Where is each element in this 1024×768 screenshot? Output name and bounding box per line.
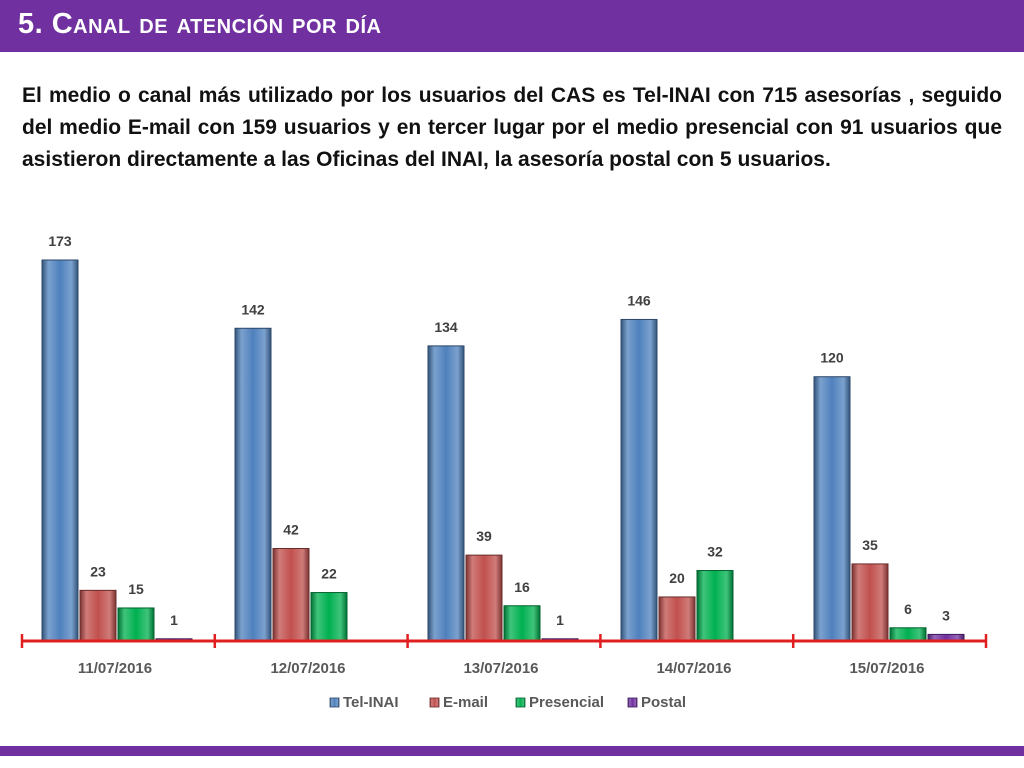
- legend-swatch-presencial: [515, 697, 526, 708]
- data-label-postal-15-07-2016: 3: [942, 607, 950, 623]
- bar-e-mail-12-07-2016: [272, 548, 310, 642]
- bar-tel-inai-14-07-2016: [620, 318, 658, 642]
- bar-tel-inai-15-07-2016: [813, 376, 851, 642]
- data-label-presencial-15-07-2016: 6: [904, 601, 912, 617]
- data-label-e-mail-11-07-2016: 23: [90, 563, 106, 579]
- x-tick-label: 12/07/2016: [270, 660, 345, 677]
- footer-bar: [0, 746, 1024, 756]
- bar-chart: 173 23 15 1 142 42 22 134 39 16 1 146 20 32 120 35 6 3 11/…: [20, 233, 988, 711]
- x-tick-label: 14/07/2016: [656, 660, 731, 677]
- data-label-e-mail-13-07-2016: 39: [476, 528, 492, 544]
- bar-tel-inai-12-07-2016: [234, 327, 272, 642]
- data-label-e-mail-15-07-2016: 35: [862, 537, 878, 553]
- title-bar: 5. Canal de atención por día: [0, 0, 1024, 52]
- bar-presencial-11-07-2016: [117, 607, 155, 642]
- summary-paragraph: El medio o canal más utilizado por los u…: [22, 84, 1002, 171]
- legend-label-e-mail: E-mail: [443, 694, 488, 711]
- bar-presencial-12-07-2016: [310, 592, 348, 642]
- legend-label-presencial: Presencial: [529, 694, 604, 711]
- data-label-tel-inai-13-07-2016: 134: [434, 319, 458, 335]
- data-label-e-mail-14-07-2016: 20: [669, 570, 685, 586]
- bar-e-mail-13-07-2016: [465, 554, 503, 642]
- data-label-tel-inai-14-07-2016: 146: [627, 292, 651, 308]
- data-label-tel-inai-12-07-2016: 142: [241, 301, 265, 317]
- data-label-presencial-13-07-2016: 16: [514, 579, 530, 595]
- data-label-presencial-14-07-2016: 32: [707, 544, 723, 560]
- slide-title: 5. Canal de atención por día: [18, 8, 382, 40]
- bar-tel-inai-13-07-2016: [427, 345, 465, 642]
- data-label-tel-inai-11-07-2016: 173: [48, 233, 72, 249]
- bar-e-mail-11-07-2016: [79, 589, 117, 642]
- data-label-presencial-11-07-2016: 15: [128, 581, 144, 597]
- bar-e-mail-15-07-2016: [851, 563, 889, 642]
- legend-swatch-e-mail: [429, 697, 440, 708]
- bar-presencial-13-07-2016: [503, 605, 541, 642]
- bar-tel-inai-11-07-2016: [41, 259, 79, 642]
- x-tick-label: 13/07/2016: [463, 660, 538, 677]
- data-label-e-mail-12-07-2016: 42: [283, 522, 299, 538]
- legend-label-postal: Postal: [641, 694, 686, 711]
- bar-e-mail-14-07-2016: [658, 596, 696, 642]
- data-label-presencial-12-07-2016: 22: [321, 566, 337, 582]
- bar-presencial-15-07-2016: [889, 627, 927, 642]
- x-tick-label: 15/07/2016: [849, 660, 924, 677]
- legend-label-tel-inai: Tel-INAI: [343, 694, 399, 711]
- data-label-postal-13-07-2016: 1: [556, 612, 564, 628]
- data-label-tel-inai-15-07-2016: 120: [820, 350, 844, 366]
- legend-swatch-tel-inai: [329, 697, 340, 708]
- legend-swatch-postal: [627, 697, 638, 708]
- data-label-postal-11-07-2016: 1: [170, 612, 178, 628]
- x-tick-label: 11/07/2016: [78, 660, 152, 677]
- bar-presencial-14-07-2016: [696, 570, 734, 642]
